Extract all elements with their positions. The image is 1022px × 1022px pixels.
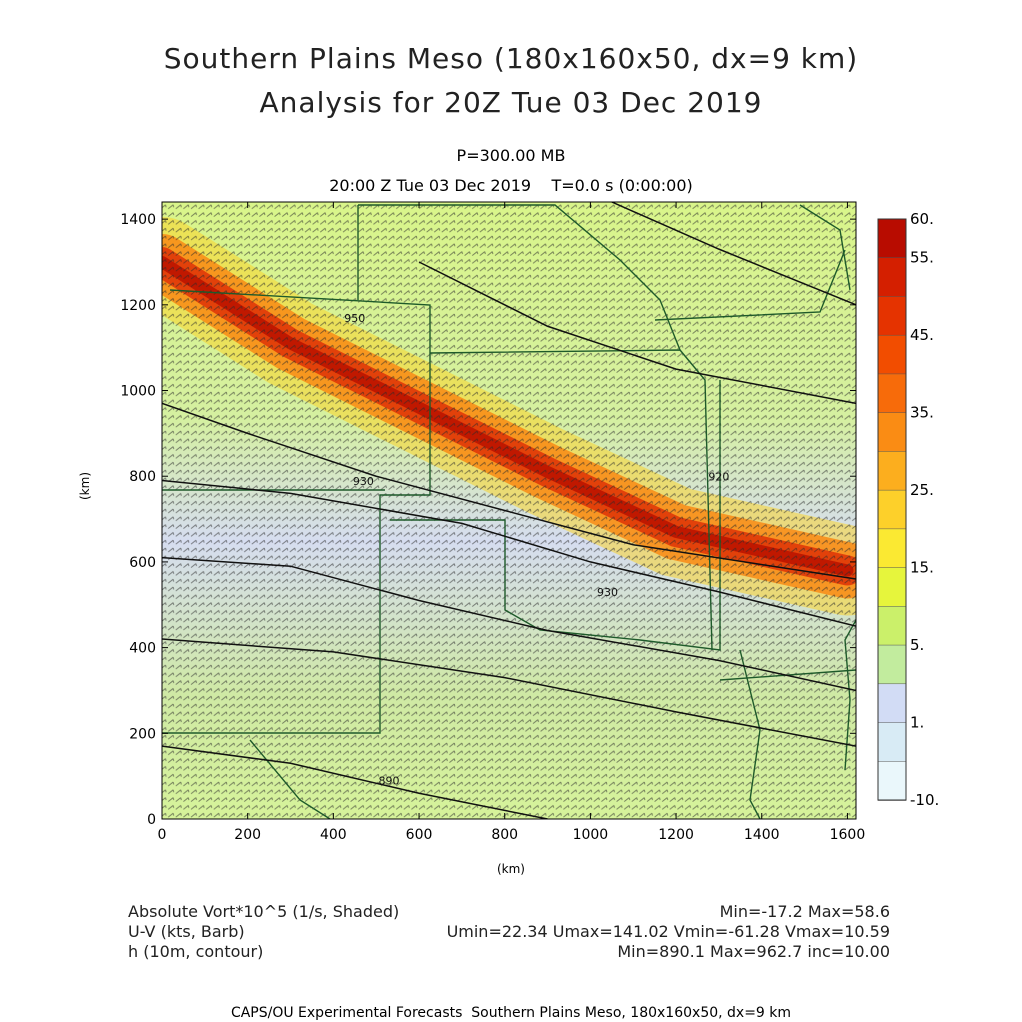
height-contour xyxy=(162,638,856,747)
colorbar-segment xyxy=(877,334,907,375)
contour-label: 920 xyxy=(708,471,729,484)
height-contour xyxy=(611,202,856,306)
x-tick-label: 1200 xyxy=(658,827,694,843)
y-tick-label: 1400 xyxy=(120,212,156,228)
y-tick-label: 600 xyxy=(129,555,156,571)
state-boundary xyxy=(390,380,721,651)
height-contour xyxy=(162,402,856,580)
field2-name: U-V (kts, Barb) xyxy=(128,922,245,941)
height-contour xyxy=(162,479,856,627)
colorbar-segment xyxy=(877,373,907,414)
field1-stats: Min=-17.2 Max=58.6 xyxy=(719,902,890,921)
contour-label: 950 xyxy=(344,312,365,325)
x-tick-label: 1400 xyxy=(744,827,780,843)
x-tick-label: 800 xyxy=(491,827,518,843)
colorbar-label: 15. xyxy=(910,559,934,577)
chart-subtitle: Analysis for 20Z Tue 03 Dec 2019 xyxy=(259,86,763,119)
x-tick-label: 1600 xyxy=(830,827,866,843)
colorbar-segment xyxy=(877,606,907,646)
colorbar-segment xyxy=(877,257,907,298)
state-boundary xyxy=(799,204,851,291)
colorbar-segment xyxy=(877,296,907,336)
colorbar-segment xyxy=(877,218,907,259)
colorbar-segment xyxy=(877,722,907,763)
y-tick-label: 200 xyxy=(129,726,156,742)
x-axis-label: (km) xyxy=(496,862,525,876)
axes: 0 200 400 600 800 1000 1200 1400 1600 0 200 400 600 8… xyxy=(120,201,866,843)
state-boundary xyxy=(162,289,431,734)
colorbar-label: 60. xyxy=(910,210,934,228)
field3-name: h (10m, contour) xyxy=(128,942,264,961)
chart-title: Southern Plains Meso (180x160x50, dx=9 k… xyxy=(163,42,859,75)
colorbar-label: -10. xyxy=(910,791,939,809)
wind-barbs xyxy=(162,202,856,819)
plot-area: 950 930 920 930 890 xyxy=(162,202,856,819)
state-boundary xyxy=(429,349,713,651)
contour-label: 930 xyxy=(353,475,374,488)
colorbar: 60. 55. 45. 35. 25. 15. 5. 1. -10. xyxy=(877,210,939,809)
y-tick-label: 400 xyxy=(129,641,156,657)
colorbar-segment xyxy=(877,489,907,530)
y-tick-label: 1200 xyxy=(120,298,156,314)
x-tick-label: 0 xyxy=(158,827,167,843)
colorbar-label: 1. xyxy=(910,714,924,732)
state-boundary xyxy=(654,249,846,321)
colorbar-segment xyxy=(877,567,907,608)
contour-label: 890 xyxy=(379,775,400,788)
state-boundary xyxy=(358,204,681,351)
colorbar-label: 35. xyxy=(910,404,934,422)
colorbar-label: 5. xyxy=(910,636,924,654)
colorbar-label: 25. xyxy=(910,481,934,499)
colorbar-label: 55. xyxy=(910,249,934,267)
field3-stats: Min=890.1 Max=962.7 inc=10.00 xyxy=(617,942,890,961)
valid-time: 20:00 Z Tue 03 Dec 2019 T=0.0 s (0:00:00… xyxy=(329,176,693,195)
plot-frame xyxy=(161,201,857,820)
colorbar-label: 45. xyxy=(910,326,934,344)
credit-line: CAPS/OU Experimental Forecasts Southern … xyxy=(230,1005,792,1021)
y-tick-label: 1000 xyxy=(120,384,156,400)
x-tick-label: 400 xyxy=(320,827,347,843)
x-tick-label: 200 xyxy=(234,827,261,843)
pressure-level: P=300.00 MB xyxy=(456,146,566,165)
colorbar-segment xyxy=(877,451,907,491)
colorbar-segment xyxy=(877,683,907,724)
y-tick-label: 0 xyxy=(147,812,156,828)
colorbar-frame xyxy=(877,218,907,801)
height-contour xyxy=(418,261,856,405)
y-tick-label: 800 xyxy=(129,469,156,485)
x-tick-label: 1000 xyxy=(573,827,609,843)
field2-stats: Umin=22.34 Umax=141.02 Vmin=-61.28 Vmax=… xyxy=(446,922,890,941)
plot-clip-group: 950 930 920 930 890 xyxy=(162,202,856,819)
colorbar-segment xyxy=(877,644,907,685)
colorbar-segment xyxy=(877,412,907,453)
state-boundary xyxy=(844,619,856,771)
height-contour xyxy=(162,556,856,692)
colorbar-segment xyxy=(877,761,907,801)
field1-name: Absolute Vort*10^5 (1/s, Shaded) xyxy=(128,902,400,921)
colorbar-segment xyxy=(877,528,907,569)
state-boundary xyxy=(739,649,761,819)
x-tick-label: 600 xyxy=(406,827,433,843)
contour-label: 930 xyxy=(597,586,618,599)
height-contour xyxy=(162,745,548,819)
